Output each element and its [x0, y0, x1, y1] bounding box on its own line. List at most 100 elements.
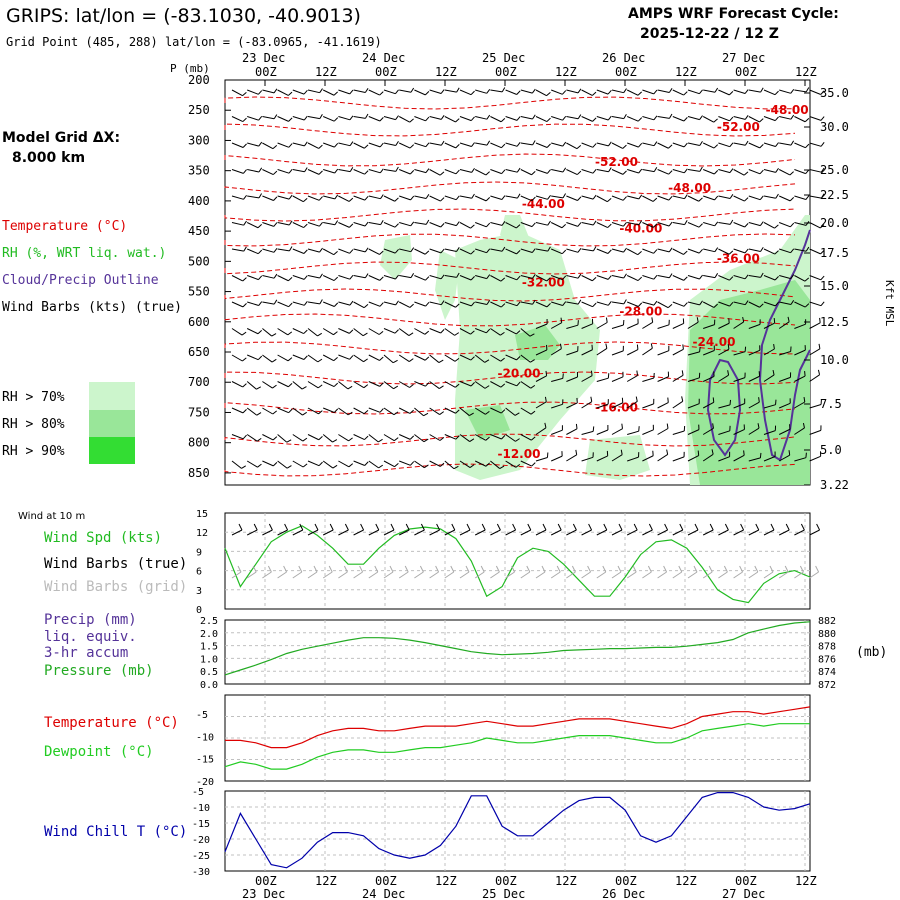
wind-barb-flag — [592, 169, 597, 174]
wind-barb — [505, 328, 517, 335]
wind-barb-flag — [623, 88, 627, 93]
wind-barb-flag — [258, 301, 263, 306]
wind-barb — [778, 169, 791, 176]
wind-barb-flag — [484, 385, 490, 389]
wind-barb-flag — [273, 88, 278, 94]
wind-barb-flag — [378, 438, 383, 443]
wind-barb — [809, 348, 821, 356]
wind-barb-flag — [288, 194, 293, 200]
wind-barb — [550, 455, 563, 462]
true-wind-barb — [718, 529, 729, 536]
true-wind-barb — [307, 529, 319, 536]
wind-barb-flag — [333, 356, 338, 362]
grid-wind-barb — [505, 571, 515, 579]
wind-barb — [262, 195, 274, 201]
wind-barb — [642, 403, 654, 409]
wind-barb — [429, 407, 440, 415]
true-wind-barb — [626, 529, 638, 536]
wind-barb-flag — [544, 396, 547, 402]
wind-barb — [718, 301, 730, 307]
wind-barb-flag — [501, 195, 506, 200]
wind-barb — [703, 275, 716, 279]
wind-barb — [505, 89, 517, 95]
true-wind-barb-flag — [618, 523, 623, 531]
wind-barb-flag — [243, 195, 247, 200]
wind-barb — [368, 381, 380, 387]
wind-barb — [550, 348, 562, 356]
true-wind-barb — [429, 529, 440, 536]
precip-tick-label: 1.0 — [200, 654, 218, 665]
temperature-contour — [224, 341, 796, 355]
wind-barb-flag — [380, 220, 384, 225]
wind-barb-flag — [592, 220, 597, 226]
wind-barb — [429, 275, 442, 280]
wind-barb — [642, 347, 653, 356]
wind-barb — [398, 354, 410, 362]
wind-barb — [444, 222, 457, 227]
wind-barb — [748, 116, 760, 123]
temperature-contour — [224, 181, 796, 195]
wind-barb — [642, 429, 654, 435]
grid-wind-barb-flag — [419, 565, 424, 573]
wind-barb — [414, 381, 426, 387]
wind-barb — [520, 142, 533, 146]
wind-barb-flag — [744, 89, 749, 94]
wind-barb — [718, 222, 731, 225]
wind-barb — [611, 169, 624, 175]
wind-barb-flag — [333, 117, 339, 122]
wind-barb — [459, 116, 472, 122]
wind-barb-flag — [729, 142, 734, 148]
wind-barb — [414, 275, 426, 281]
true-wind-barb-flag — [633, 523, 638, 531]
wind-barb-flag — [378, 464, 384, 469]
wind-barb-flag — [759, 118, 764, 123]
wind-barb — [581, 89, 593, 96]
true-wind-barb-flag — [481, 523, 486, 531]
pressure-tick-label: 300 — [188, 133, 210, 147]
wind-barb-flag — [347, 411, 353, 416]
wind-barb — [596, 169, 609, 173]
wind-barb-flag — [653, 300, 658, 306]
wind-barb-flag — [774, 116, 779, 121]
wind-barb — [748, 222, 761, 227]
wind-barb — [444, 381, 456, 388]
wind-barb-flag — [486, 300, 491, 305]
temperature-contour — [224, 371, 796, 385]
wind-barb-flag — [303, 275, 308, 280]
wind-barb-flag — [577, 196, 582, 201]
wind-barb — [611, 222, 624, 227]
windchill-line — [224, 791, 811, 869]
wind-barb-flag — [683, 117, 688, 122]
grid-wind-barb-flag — [252, 565, 257, 573]
grid-wind-barb-flag — [480, 565, 485, 573]
height-tick-label: 35.0 — [820, 86, 849, 100]
wind-barb-flag — [760, 87, 764, 93]
wind-barb — [444, 248, 457, 252]
wind-barb-flag — [485, 462, 490, 467]
wind-barb-flag — [424, 330, 430, 335]
wind-barb — [718, 322, 730, 329]
wind-barb-flag — [530, 410, 536, 415]
wind-barb — [657, 428, 669, 435]
grid-wind-barb — [535, 571, 546, 579]
wind-barb — [626, 89, 639, 96]
wind-barb — [368, 169, 381, 174]
temperature-contour-label: -36.00 — [717, 252, 760, 266]
wind-barb-flag — [653, 115, 658, 121]
wind-barb-flag — [532, 140, 536, 146]
wind-barb — [505, 169, 518, 173]
wind-barb-flag — [393, 385, 399, 390]
wind-barb-flag — [711, 449, 714, 455]
wind-barb-flag — [699, 115, 703, 120]
grid-wind-barb — [490, 571, 500, 579]
wind-barb — [459, 142, 472, 147]
wind-barb — [459, 301, 472, 307]
wind-barb — [733, 89, 746, 94]
wind-barb — [566, 116, 579, 120]
wind-barb — [687, 169, 700, 172]
wind-barb — [338, 301, 351, 306]
wind-barb — [444, 89, 457, 93]
wind-barb-flag — [409, 383, 414, 388]
wind-barb-flag — [242, 91, 247, 97]
wind-barb-flag — [469, 464, 475, 468]
